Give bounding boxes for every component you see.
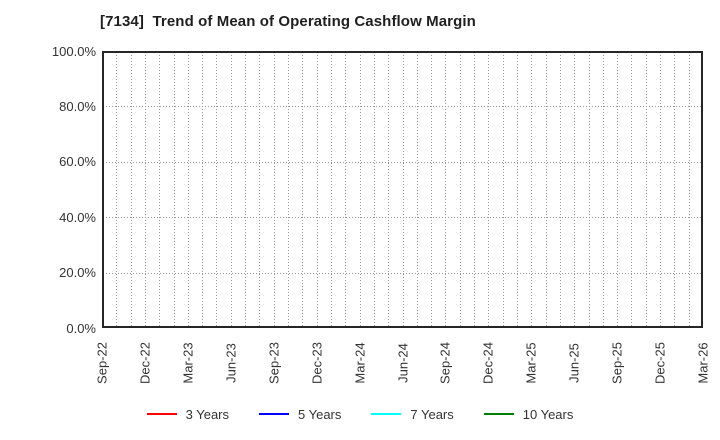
x-tick-label: Jun-24 <box>395 343 410 383</box>
legend-item-3-years: 3 Years <box>146 406 229 422</box>
y-tick-label: 100.0% <box>51 43 96 59</box>
y-tick-label: 60.0% <box>59 154 96 170</box>
x-tick-label: Mar-23 <box>180 342 196 384</box>
y-tick-label: 0.0% <box>66 320 96 336</box>
plot-grid <box>102 51 703 328</box>
legend-line-swatch <box>146 413 177 415</box>
chart-title: [7134] Trend of Mean of Operating Cashfl… <box>100 13 476 30</box>
legend-item-5-years: 5 Years <box>259 407 341 422</box>
x-tick-label: Jun-23 <box>223 343 239 383</box>
y-tick-label: 80.0% <box>59 98 96 114</box>
axes-frame <box>102 51 703 328</box>
x-tick-label: Sep-22 <box>94 342 110 384</box>
legend-label: 10 Years <box>522 406 574 422</box>
y-tick-label: 40.0% <box>59 209 96 225</box>
legend-item-7-years: 7 Years <box>371 406 454 422</box>
legend-line-swatch <box>483 413 514 415</box>
legend-line-swatch <box>371 413 402 415</box>
x-tick-label: Sep-25 <box>609 342 625 384</box>
x-tick-label: Dec-25 <box>652 342 668 384</box>
x-tick-label: Mar-24 <box>352 342 368 384</box>
legend: 3 Years 5 Years 7 Years 10 Years <box>0 405 720 423</box>
y-tick-label: 20.0% <box>59 265 96 281</box>
x-tick-label: Sep-23 <box>266 342 282 384</box>
x-tick-label: Sep-24 <box>437 342 453 384</box>
x-tick-label: Mar-25 <box>523 342 539 384</box>
x-tick-label: Dec-24 <box>480 342 496 384</box>
plot-area <box>102 51 703 328</box>
x-tick-label: Dec-22 <box>137 342 153 384</box>
legend-item-10-years: 10 Years <box>483 406 574 422</box>
x-tick-label: Mar-26 <box>695 342 711 384</box>
legend-line-swatch <box>259 413 289 415</box>
x-tick-label: Jun-25 <box>566 343 582 383</box>
x-tick-label: Dec-23 <box>309 342 325 384</box>
legend-label: 5 Years <box>298 406 342 422</box>
legend-label: 3 Years <box>185 406 229 422</box>
legend-label: 7 Years <box>410 406 454 422</box>
